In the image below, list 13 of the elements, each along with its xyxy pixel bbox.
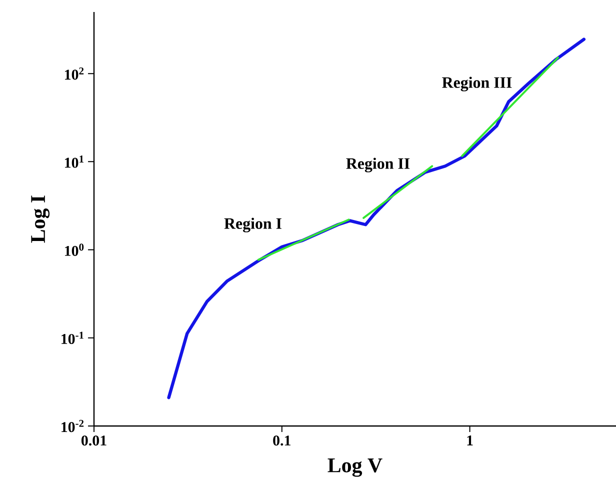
x-axis-title: Log V <box>328 458 382 477</box>
annotation: Region II <box>346 158 410 172</box>
annotation: Region III <box>442 76 512 92</box>
y-tick-label: 10$^{2}$ <box>65 67 84 80</box>
y-tick-label: 10$^{-2}$ <box>62 420 84 432</box>
annotation: Region I <box>224 218 282 232</box>
x-tick-label: 0.01 <box>81 435 106 446</box>
y-tick-label: 10$^{0}$ <box>65 244 84 256</box>
y-tick-label: 10$^{-1}$ <box>62 332 84 344</box>
x-tick-label: 1 <box>467 436 473 446</box>
y-axis-title: Log I <box>31 196 50 243</box>
x-tick-label: 0.1 <box>273 435 290 446</box>
y-tick-label: 10$^{1}$ <box>65 156 84 168</box>
